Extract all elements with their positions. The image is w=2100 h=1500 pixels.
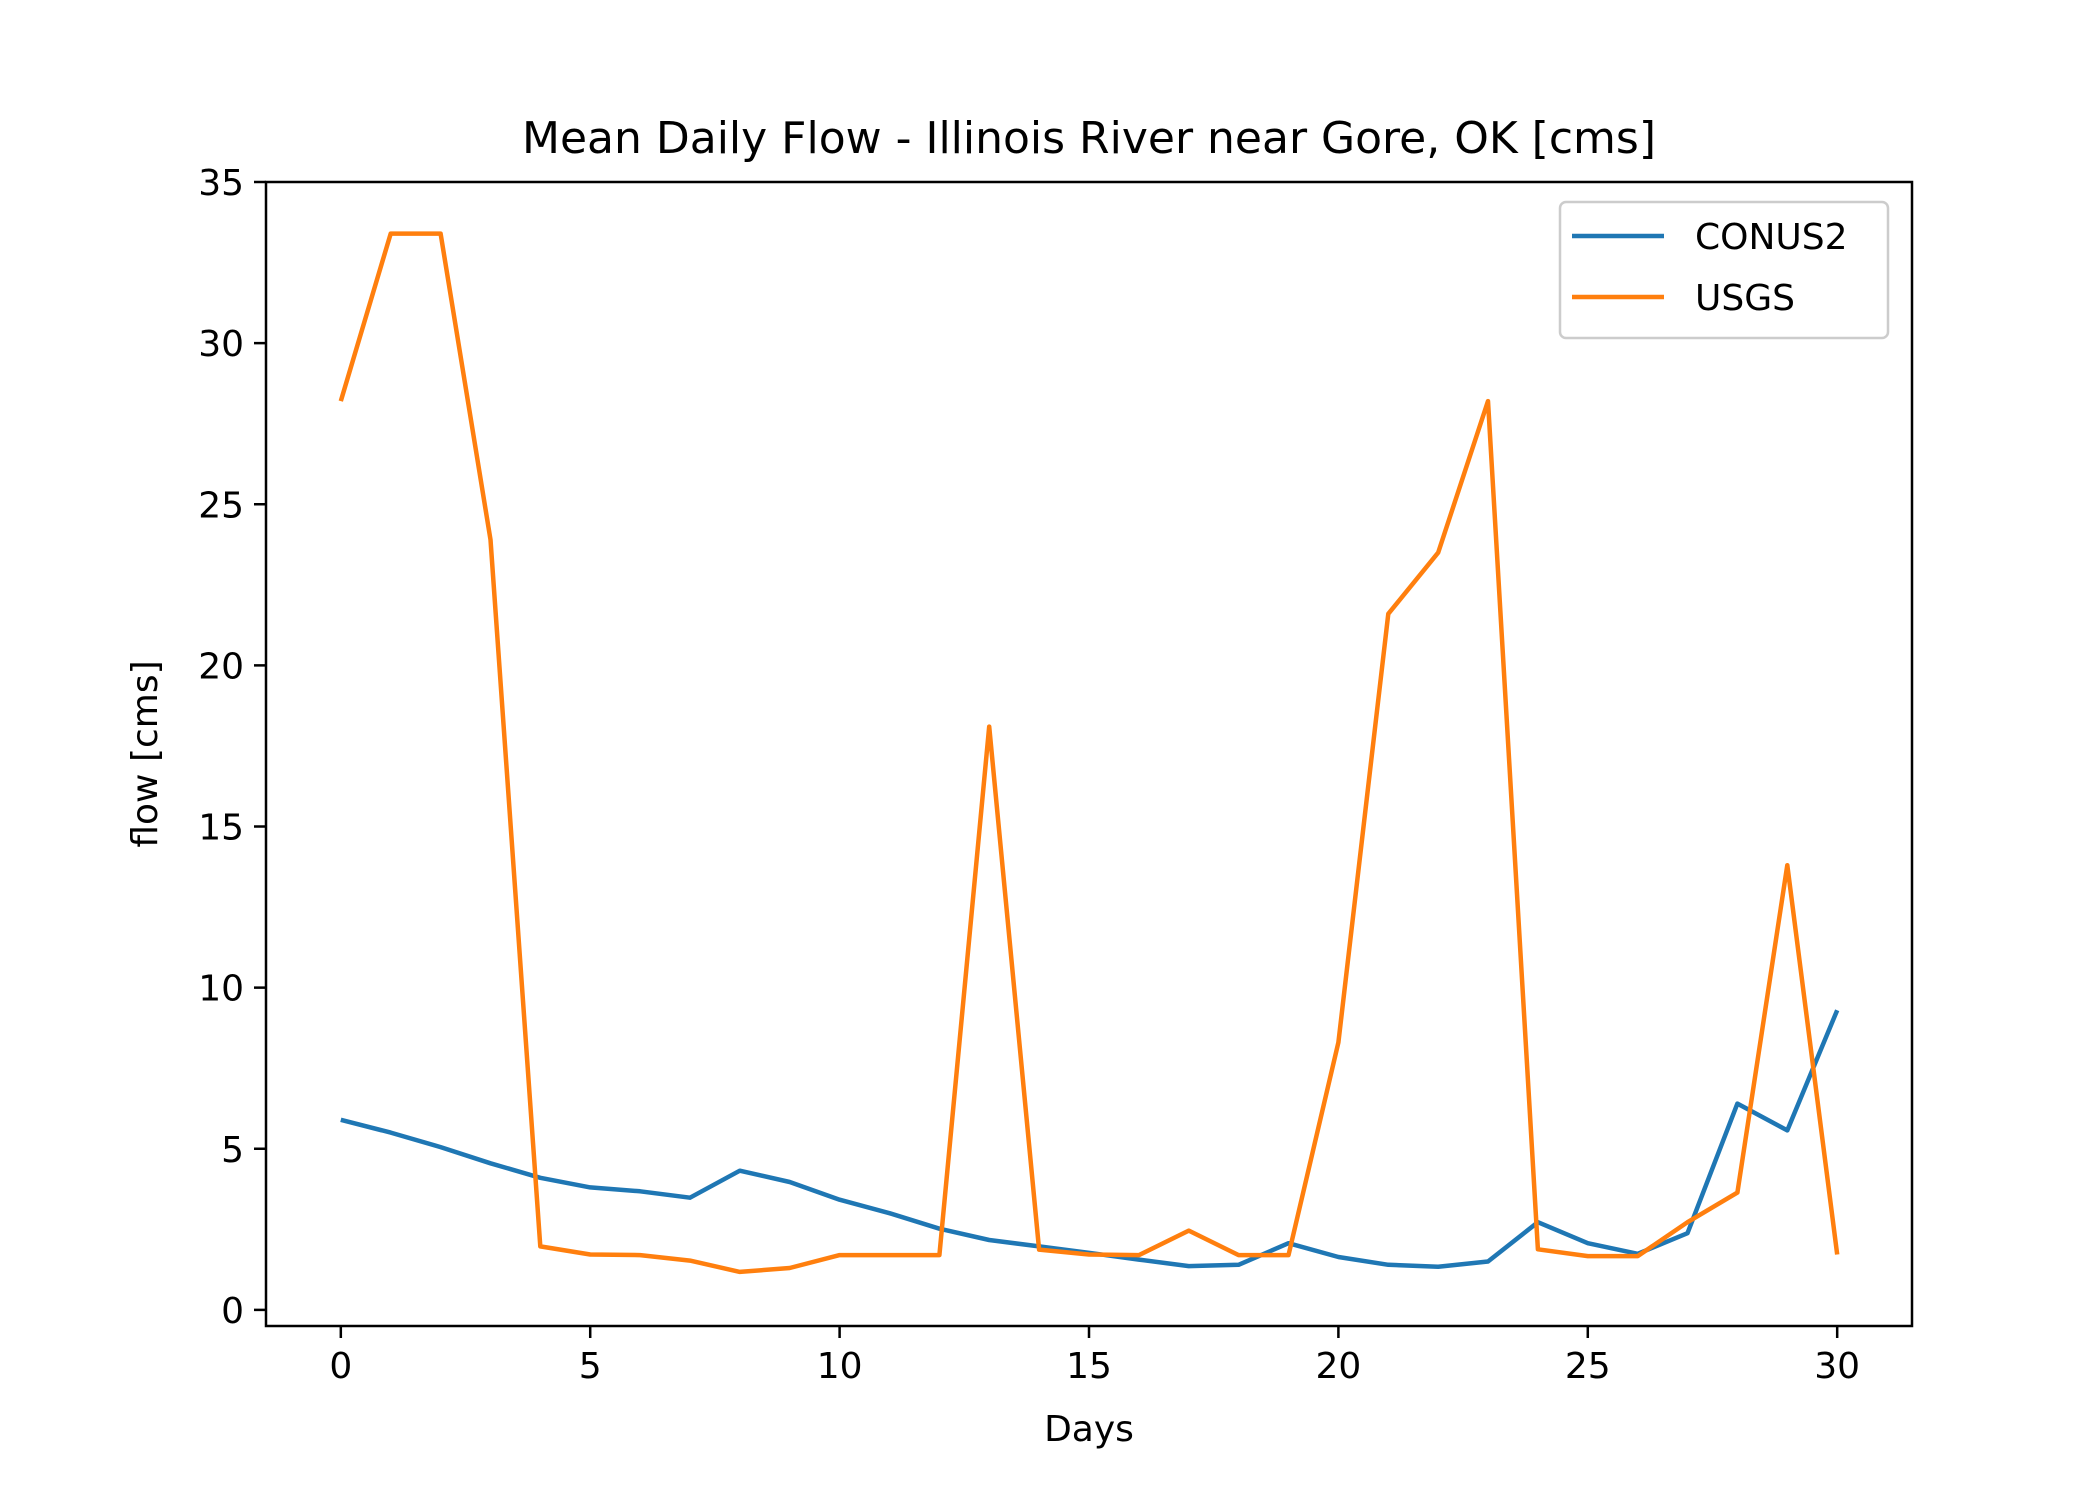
legend: CONUS2 USGS [1558,200,1890,340]
x-tick-label: 20 [1315,1346,1361,1387]
series-lines [338,231,1840,1275]
y-axis-ticks: 0 5 10 15 20 25 30 35 [198,163,266,1332]
x-axis-label: Days [1044,1409,1134,1450]
legend-label-conus2: CONUS2 [1695,217,1848,258]
legend-label-usgs: USGS [1695,278,1795,319]
x-tick-label: 5 [579,1346,602,1387]
x-axis-ticks: 0 5 10 15 20 25 30 [329,1326,1860,1387]
x-tick-label: 10 [817,1346,863,1387]
y-tick-label: 15 [198,808,244,849]
y-tick-label: 0 [221,1291,244,1332]
y-axis-label: flow [cms] [125,660,166,847]
y-tick-label: 10 [198,969,244,1010]
x-tick-label: 0 [329,1346,352,1387]
x-tick-label: 25 [1565,1346,1611,1387]
x-tick-label: 15 [1066,1346,1112,1387]
y-tick-label: 35 [198,163,244,204]
y-tick-label: 5 [221,1130,244,1171]
y-tick-label: 25 [198,485,244,526]
y-tick-label: 30 [198,324,244,365]
y-tick-label: 20 [198,646,244,687]
chart-title: Mean Daily Flow - Illinois River near Go… [522,113,1656,164]
x-tick-label: 30 [1814,1346,1860,1387]
series-line-usgs [338,231,1840,1275]
